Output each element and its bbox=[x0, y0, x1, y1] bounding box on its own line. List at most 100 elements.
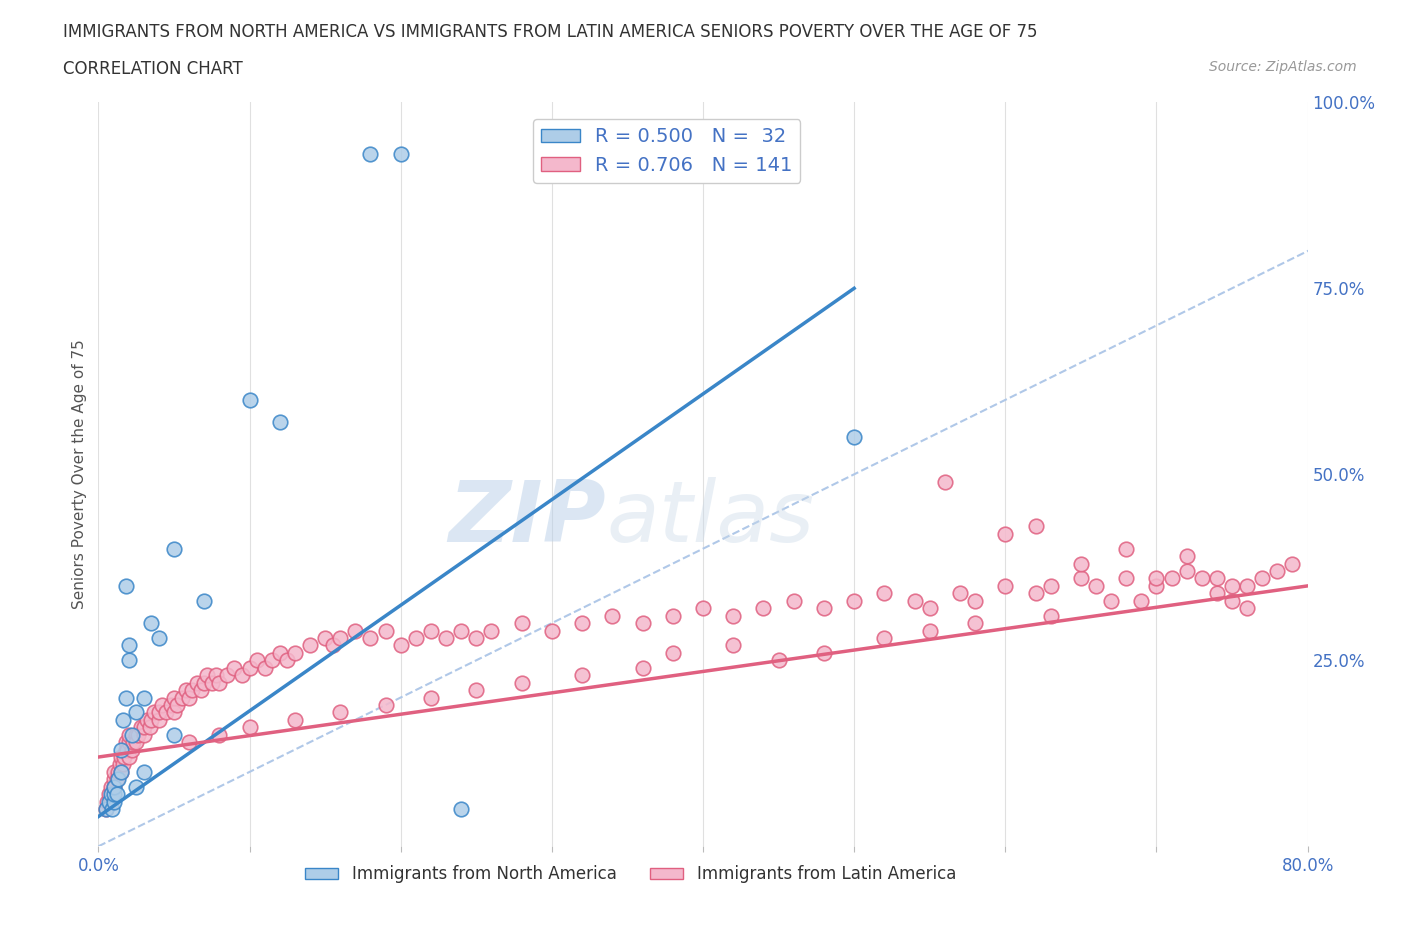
Point bbox=[108, 757, 131, 772]
Point bbox=[150, 698, 173, 712]
Point bbox=[205, 668, 228, 683]
Point bbox=[481, 623, 503, 638]
Point bbox=[1267, 564, 1289, 578]
Point bbox=[121, 742, 143, 757]
Point bbox=[100, 779, 122, 794]
Point bbox=[105, 772, 128, 787]
Point bbox=[1115, 541, 1137, 556]
Point bbox=[1115, 571, 1137, 586]
Point bbox=[918, 623, 941, 638]
Point bbox=[103, 779, 125, 794]
Point bbox=[94, 802, 117, 817]
Point bbox=[94, 802, 117, 817]
Point bbox=[813, 645, 835, 660]
Point bbox=[103, 779, 125, 794]
Point bbox=[208, 727, 231, 742]
Point bbox=[965, 593, 987, 608]
Point bbox=[450, 802, 472, 817]
Point bbox=[571, 668, 593, 683]
Point bbox=[127, 727, 149, 742]
Point bbox=[299, 638, 322, 653]
Point bbox=[1070, 571, 1092, 586]
Point bbox=[143, 705, 166, 720]
Point bbox=[112, 750, 135, 764]
Point bbox=[125, 735, 148, 750]
Point bbox=[118, 727, 141, 742]
Point bbox=[118, 735, 141, 750]
Point bbox=[314, 631, 336, 645]
Point bbox=[434, 631, 457, 645]
Point bbox=[201, 675, 224, 690]
Point bbox=[631, 616, 654, 631]
Point bbox=[752, 601, 775, 616]
Point bbox=[132, 690, 155, 705]
Point bbox=[111, 757, 134, 772]
Point bbox=[262, 653, 284, 668]
Point bbox=[420, 623, 443, 638]
Point bbox=[103, 772, 125, 787]
Point bbox=[155, 705, 177, 720]
Point bbox=[231, 668, 253, 683]
Point bbox=[1099, 593, 1122, 608]
Point bbox=[405, 631, 427, 645]
Point bbox=[873, 631, 896, 645]
Point bbox=[1039, 578, 1062, 593]
Point bbox=[239, 720, 262, 735]
Point bbox=[1039, 608, 1062, 623]
Point bbox=[246, 653, 269, 668]
Point bbox=[329, 705, 352, 720]
Point bbox=[374, 623, 396, 638]
Point bbox=[148, 631, 170, 645]
Point bbox=[540, 623, 562, 638]
Point bbox=[163, 705, 186, 720]
Point bbox=[1160, 571, 1182, 586]
Point bbox=[571, 616, 593, 631]
Point bbox=[141, 712, 163, 727]
Point bbox=[904, 593, 927, 608]
Point bbox=[118, 638, 141, 653]
Point bbox=[118, 653, 141, 668]
Point bbox=[450, 623, 472, 638]
Point bbox=[115, 742, 138, 757]
Point bbox=[129, 720, 152, 735]
Point bbox=[322, 638, 344, 653]
Point bbox=[110, 764, 132, 779]
Point bbox=[284, 712, 307, 727]
Point bbox=[163, 690, 186, 705]
Point bbox=[98, 794, 121, 809]
Point bbox=[111, 712, 134, 727]
Point bbox=[208, 675, 231, 690]
Point bbox=[110, 742, 132, 757]
Point bbox=[692, 601, 714, 616]
Point bbox=[174, 683, 197, 698]
Point bbox=[783, 593, 806, 608]
Point bbox=[179, 690, 201, 705]
Text: IMMIGRANTS FROM NORTH AMERICA VS IMMIGRANTS FROM LATIN AMERICA SENIORS POVERTY O: IMMIGRANTS FROM NORTH AMERICA VS IMMIGRA… bbox=[63, 23, 1038, 41]
Point bbox=[1220, 578, 1243, 593]
Text: atlas: atlas bbox=[606, 477, 814, 561]
Point bbox=[1175, 564, 1198, 578]
Point bbox=[1236, 578, 1258, 593]
Point bbox=[114, 742, 136, 757]
Point bbox=[170, 690, 193, 705]
Point bbox=[163, 541, 186, 556]
Point bbox=[100, 794, 122, 809]
Point bbox=[105, 787, 128, 802]
Point bbox=[179, 735, 201, 750]
Point bbox=[360, 631, 382, 645]
Legend: Immigrants from North America, Immigrants from Latin America: Immigrants from North America, Immigrant… bbox=[298, 858, 963, 890]
Point bbox=[239, 392, 262, 407]
Point bbox=[100, 787, 122, 802]
Point bbox=[195, 668, 218, 683]
Point bbox=[269, 645, 291, 660]
Point bbox=[125, 727, 148, 742]
Point bbox=[284, 645, 307, 660]
Text: Source: ZipAtlas.com: Source: ZipAtlas.com bbox=[1209, 60, 1357, 74]
Point bbox=[1024, 586, 1046, 601]
Point bbox=[107, 764, 129, 779]
Point bbox=[329, 631, 352, 645]
Point bbox=[1144, 571, 1167, 586]
Point bbox=[103, 787, 125, 802]
Text: CORRELATION CHART: CORRELATION CHART bbox=[63, 60, 243, 78]
Point bbox=[166, 698, 188, 712]
